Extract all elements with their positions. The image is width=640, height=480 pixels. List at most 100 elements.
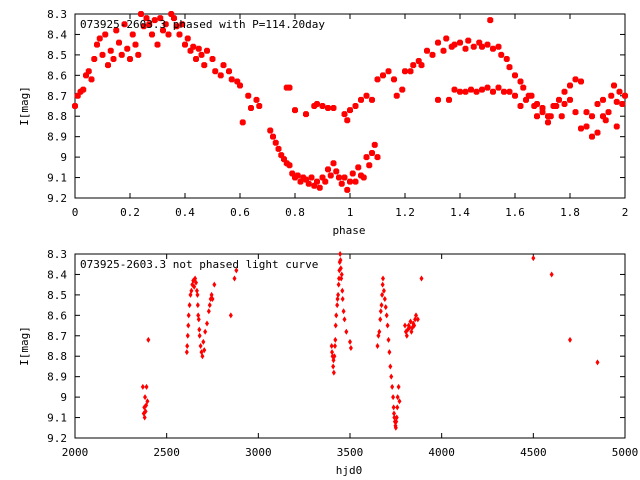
data-point [528,92,535,99]
x-tick-label: 0.4 [175,206,195,219]
data-point [446,96,452,103]
data-point [414,312,418,319]
data-point [107,47,114,54]
data-point [404,332,409,339]
data-point [605,109,612,116]
data-point [408,318,413,325]
y-axis-ticks: 8.3 8.4 8.5 8.6 8.7 8.8 8.9 9 9.1 9.2 [47,8,625,205]
x-axis-label: phase [332,224,365,237]
data-point [611,82,617,89]
data-point [392,414,397,421]
data-point [381,275,385,282]
data-point [186,322,191,329]
y-tick-label: 8.3 [47,248,67,261]
data-point [332,343,337,349]
data-point [358,96,364,103]
data-point [589,113,595,120]
data-point [253,96,260,103]
data-point [116,39,122,46]
data-point [392,410,396,417]
data-point [330,349,335,356]
x-tick-label: 3500 [337,446,364,459]
data-point [336,174,342,181]
data-point [331,369,336,376]
data-point [190,43,197,50]
data-point [470,43,477,50]
data-point [334,312,339,319]
data-point [200,353,205,360]
data-point [336,291,341,298]
data-point [110,55,117,62]
data-point [616,88,623,95]
data-point [403,322,407,329]
data-point [189,287,194,294]
data-point [135,51,142,58]
data-point [336,281,341,288]
y-tick-label: 8.9 [47,131,67,144]
data-point [479,86,485,93]
data-point [121,21,128,28]
data-point [534,113,540,120]
data-point [393,424,398,431]
data-point [347,107,353,114]
y-tick-label: 8.7 [47,330,67,343]
y-axis-ticks: 8.3 8.4 8.5 8.6 8.7 8.8 8.9 9 9.1 9.2 [47,248,625,445]
data-point [344,117,351,124]
data-point [594,100,601,107]
y-tick-label: 9.1 [47,172,67,185]
data-point [197,332,202,339]
data-point [146,336,151,343]
data-point [194,287,199,294]
data-point [143,408,148,415]
data-point [202,347,207,354]
data-point [113,27,120,34]
y-tick-label: 9.2 [47,432,67,445]
data-point [319,103,326,109]
data-point [275,145,282,152]
y-tick-label: 8.8 [47,110,67,123]
data-point [539,105,546,112]
data-point [286,84,293,91]
data-point [333,322,338,329]
data-point [342,316,347,323]
data-point [138,11,144,17]
x-tick-label: 0.6 [230,206,250,219]
plot-title: 073925-2603.3 not phased light curve [80,258,318,271]
data-point [314,100,320,107]
y-tick-label: 8.3 [47,8,67,21]
data-point [85,68,92,75]
data-point [185,332,190,339]
data-point [201,338,206,345]
x-tick-label: 0.8 [285,206,305,219]
data-point [338,251,343,257]
data-point [182,41,188,48]
data-point [173,23,180,30]
data-point [149,31,155,38]
data-point [184,35,191,42]
data-point [209,55,216,62]
data-point [193,55,199,62]
data-point [226,68,232,75]
y-tick-label: 8.5 [47,289,67,302]
data-point [331,363,336,370]
data-point [512,72,518,79]
data-point [179,21,186,28]
data-point [397,398,402,405]
data-point [205,320,209,327]
data-point [341,308,346,315]
data-point [333,336,338,343]
data-point [503,55,510,62]
data-point [583,109,590,116]
data-point [165,31,172,38]
x-tick-label: 3000 [245,446,272,459]
data-point [316,184,323,191]
data-point [292,107,298,114]
data-point [385,322,390,329]
data-point [613,123,620,130]
data-point [198,51,205,58]
data-point [395,394,400,401]
x-tick-label: 0 [72,206,79,219]
data-point [143,394,148,401]
data-point [371,141,378,148]
data-point [340,287,345,294]
